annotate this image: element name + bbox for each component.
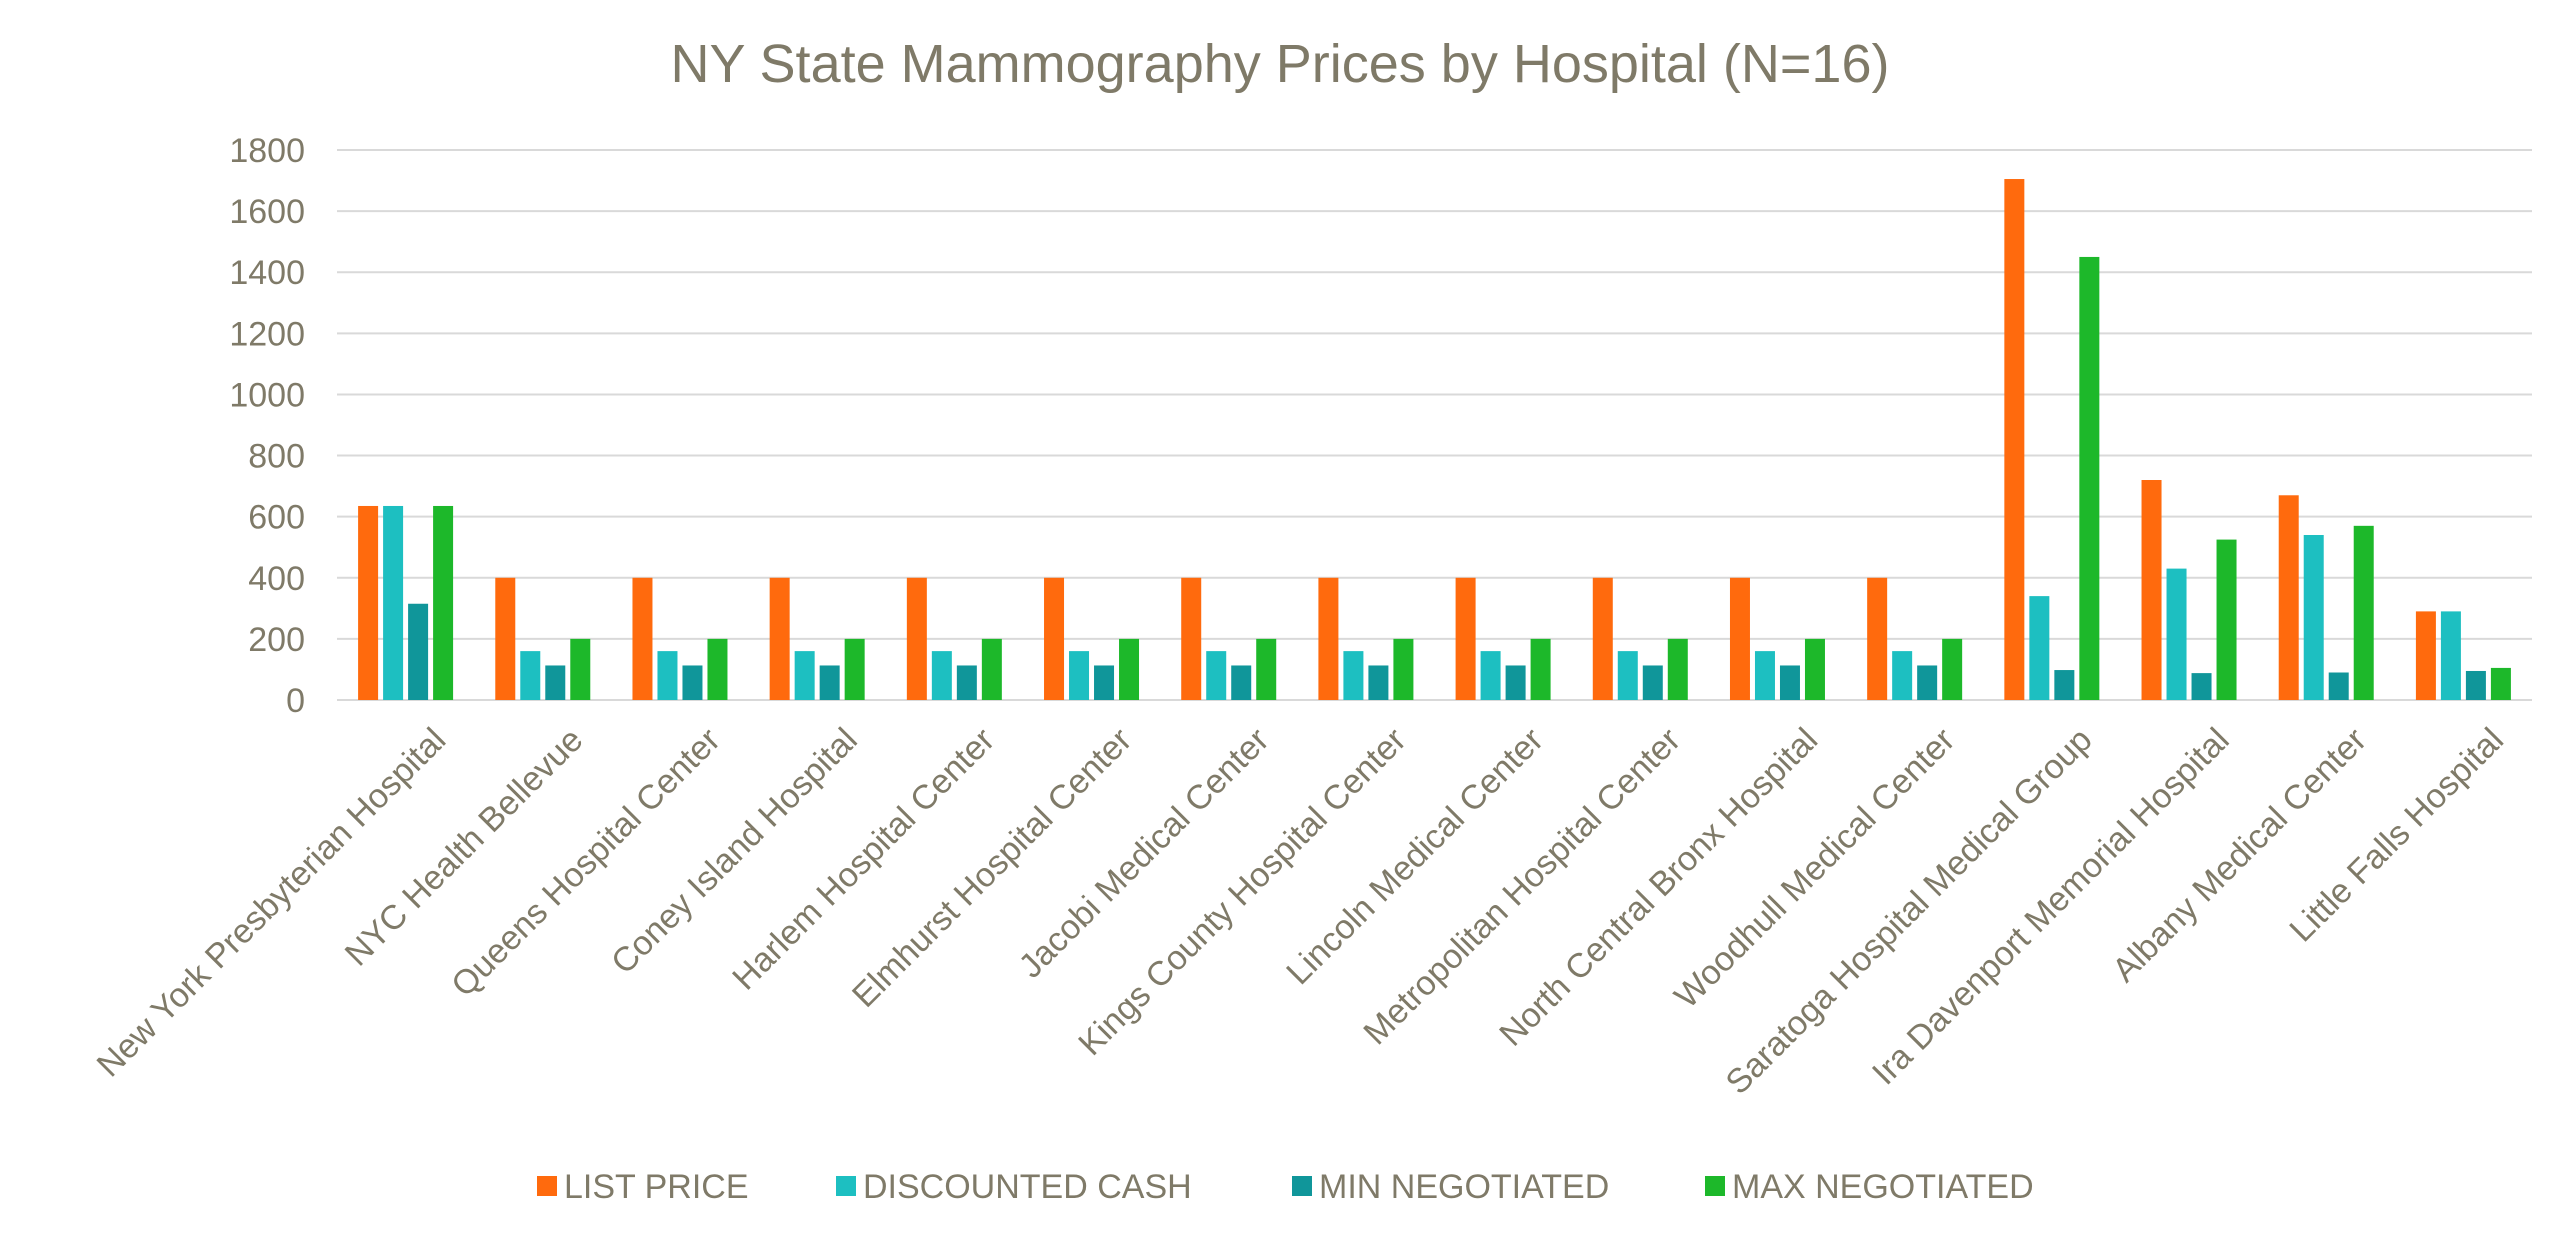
bar-min-negotiated (2465, 670, 2486, 700)
bar-max-negotiated (1530, 638, 1551, 700)
legend-label: MAX NEGOTIATED (1732, 1168, 2034, 1206)
bar-max-negotiated (844, 638, 865, 700)
bar-discounted-cash (2166, 568, 2187, 700)
bar-max-negotiated (2490, 667, 2511, 700)
bar-min-negotiated (1779, 665, 1800, 700)
bar-discounted-cash (1343, 651, 1364, 700)
bar-discounted-cash (794, 651, 815, 700)
bar-min-negotiated (2191, 673, 2212, 700)
bar-list-price (632, 577, 653, 700)
bar-discounted-cash (1892, 651, 1913, 700)
bar-max-negotiated (1942, 638, 1963, 700)
y-tick-label: 800 (248, 438, 305, 476)
bar-list-price (2415, 611, 2436, 700)
bar-discounted-cash (657, 651, 678, 700)
legend-swatch (1705, 1176, 1725, 1196)
bar-list-price (2004, 179, 2025, 700)
y-tick-label: 1600 (229, 193, 305, 231)
bar-discounted-cash (1206, 651, 1227, 700)
x-tick-label: Queens Hospital Center (444, 721, 727, 1004)
y-axis-tick-labels: 0 200 400 600 800 1000 1200 1400 1600 1800 (229, 132, 305, 720)
x-tick-label: Coney Island Hospital (604, 721, 865, 982)
bar-max-negotiated (433, 505, 454, 700)
bar-discounted-cash (1480, 651, 1501, 700)
bars (358, 179, 2511, 700)
bar-min-negotiated (1231, 665, 1252, 700)
bar-max-negotiated (1256, 638, 1277, 700)
bar-list-price (769, 577, 790, 700)
legend-swatch (537, 1176, 557, 1196)
x-tick-label: Albany Medical Center (2105, 721, 2374, 990)
legend: LIST PRICE DISCOUNTED CASH MIN NEGOTIATED M… (537, 1168, 2034, 1206)
bar-discounted-cash (2440, 611, 2461, 700)
y-tick-label: 400 (248, 560, 305, 598)
legend-swatch (1292, 1176, 1312, 1196)
bar-discounted-cash (383, 505, 404, 700)
bar-list-price (906, 577, 927, 700)
bar-list-price (1867, 577, 1888, 700)
bar-max-negotiated (1804, 638, 1825, 700)
bar-discounted-cash (1754, 651, 1775, 700)
y-tick-label: 1400 (229, 254, 305, 292)
y-tick-label: 600 (248, 499, 305, 537)
bar-max-negotiated (707, 638, 728, 700)
bar-min-negotiated (2328, 672, 2349, 700)
bar-max-negotiated (1119, 638, 1140, 700)
y-tick-label: 1800 (229, 132, 305, 170)
bar-min-negotiated (956, 665, 977, 700)
bar-list-price (1455, 577, 1476, 700)
bar-min-negotiated (408, 603, 429, 700)
bar-list-price (358, 505, 379, 700)
bar-discounted-cash (1069, 651, 1090, 700)
legend-label: LIST PRICE (564, 1168, 749, 1206)
bar-max-negotiated (570, 638, 591, 700)
x-tick-label: NYC Health Bellevue (338, 721, 591, 974)
bar-discounted-cash (1617, 651, 1638, 700)
legend-label: DISCOUNTED CASH (863, 1168, 1192, 1206)
bar-max-negotiated (1393, 638, 1414, 700)
bar-list-price (1729, 577, 1750, 700)
bar-list-price (2141, 480, 2162, 700)
chart-title: NY State Mammography Prices by Hospital … (671, 34, 1890, 94)
bar-max-negotiated (2079, 256, 2100, 700)
y-tick-label: 0 (286, 682, 305, 720)
legend-swatch (836, 1176, 856, 1196)
bar-discounted-cash (520, 651, 541, 700)
bar-list-price (495, 577, 516, 700)
bar-max-negotiated (981, 638, 1002, 700)
bar-list-price (2278, 495, 2299, 700)
y-tick-label: 200 (248, 621, 305, 659)
bar-min-negotiated (1917, 665, 1938, 700)
bar-min-negotiated (819, 665, 840, 700)
bar-max-negotiated (2353, 525, 2374, 700)
bar-list-price (1044, 577, 1065, 700)
bar-min-negotiated (682, 665, 703, 700)
bar-min-negotiated (1642, 665, 1663, 700)
y-tick-label: 1000 (229, 376, 305, 414)
gridlines (337, 149, 2532, 701)
bar-min-negotiated (1368, 665, 1389, 700)
bar-list-price (1181, 577, 1202, 700)
x-tick-label: Elmhurst Hospital Center (845, 721, 1139, 1015)
x-tick-label: Lincoln Medical Center (1279, 721, 1550, 992)
bar-discounted-cash (2303, 535, 2324, 700)
bar-max-negotiated (1667, 638, 1688, 700)
bar-min-negotiated (545, 665, 566, 700)
bar-min-negotiated (1094, 665, 1115, 700)
x-tick-label: Woodhull Medical Center (1667, 721, 1962, 1016)
x-tick-label: Jacobi Medical Center (1012, 721, 1277, 986)
bar-min-negotiated (1505, 665, 1526, 700)
bar-discounted-cash (931, 651, 952, 700)
bar-discounted-cash (2029, 596, 2050, 700)
legend-label: MIN NEGOTIATED (1319, 1168, 1609, 1206)
bar-list-price (1592, 577, 1613, 700)
bar-min-negotiated (2054, 670, 2075, 700)
y-tick-label: 1200 (229, 315, 305, 353)
bar-max-negotiated (2216, 539, 2237, 700)
x-tick-label: Harlem Hospital Center (725, 721, 1002, 998)
bar-list-price (1318, 577, 1339, 700)
